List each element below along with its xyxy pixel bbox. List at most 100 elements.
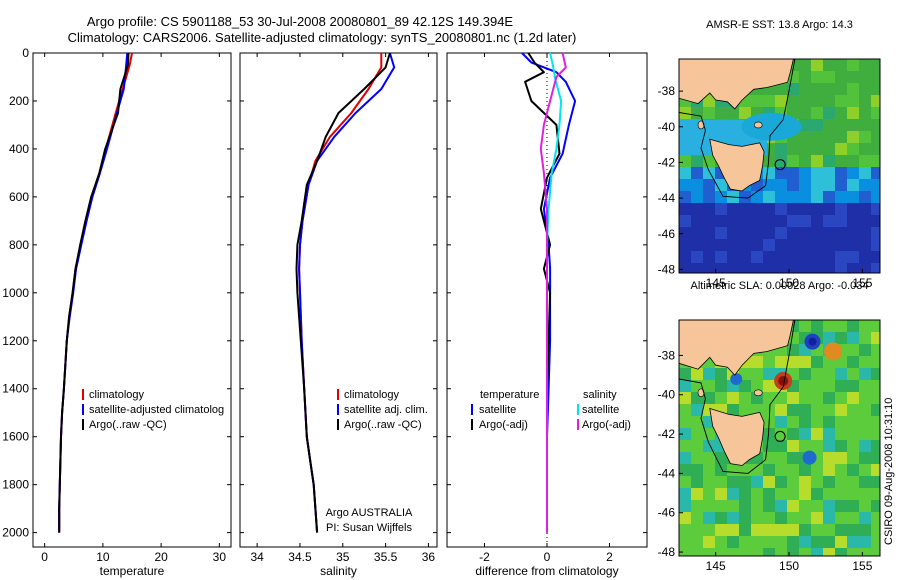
field-cell — [787, 524, 800, 537]
field-cell — [799, 191, 812, 204]
field-cell — [763, 380, 776, 393]
field-cell — [847, 524, 860, 537]
field-cell — [799, 95, 812, 108]
field-cell — [823, 332, 836, 345]
field-cell — [727, 464, 740, 477]
field-cell — [775, 428, 788, 441]
field-cell — [715, 392, 728, 405]
field-cell — [871, 155, 880, 168]
field-cell — [823, 191, 836, 204]
field-cell — [871, 440, 880, 453]
field-cell — [811, 191, 824, 204]
field-cell — [859, 548, 872, 556]
field-cell — [727, 548, 740, 556]
field-cell — [871, 251, 880, 264]
x-tick-label: -2 — [479, 550, 490, 564]
field-cell — [835, 239, 848, 252]
field-cell — [703, 227, 716, 240]
field-cell — [811, 392, 824, 405]
field-cell — [859, 332, 872, 345]
field-cell — [763, 155, 776, 168]
field-cell — [775, 440, 788, 453]
figure-title-line1: Argo profile: CS 5901188_53 30-Jul-2008 … — [87, 14, 514, 29]
field-cell — [835, 548, 848, 556]
field-cell — [691, 464, 704, 477]
field-cell — [811, 95, 824, 108]
field-cell — [775, 155, 788, 168]
field-cell — [679, 191, 692, 204]
field-cell — [763, 512, 776, 525]
field-cell — [739, 368, 752, 381]
field-cell — [859, 416, 872, 429]
field-cell — [787, 500, 800, 513]
field-cell — [691, 191, 704, 204]
field-cell — [847, 119, 860, 132]
x-tick-label: 145 — [706, 276, 726, 290]
field-cell — [823, 428, 836, 441]
field-cell — [847, 392, 860, 405]
field-cell — [847, 332, 860, 345]
field-cell — [715, 251, 728, 264]
field-cell — [799, 380, 812, 393]
x-tick-label: 34.5 — [288, 550, 312, 564]
y-tick-label: 1000 — [2, 286, 29, 300]
y-tick-label: 1200 — [2, 334, 29, 348]
field-cell — [727, 392, 740, 405]
field-cell — [763, 239, 776, 252]
field-cell — [823, 404, 836, 417]
field-cell — [751, 356, 764, 369]
field-cell — [859, 380, 872, 393]
field-cell — [871, 428, 880, 441]
field-cell — [799, 512, 812, 525]
field-cell — [703, 380, 716, 393]
field-cell — [679, 167, 692, 180]
field-cell — [823, 227, 836, 240]
field-cell — [859, 95, 872, 108]
field-cell — [751, 263, 764, 273]
legend-title: salinity — [583, 389, 617, 401]
x-tick-label: 36 — [422, 550, 436, 564]
field-cell — [691, 227, 704, 240]
field-cell — [739, 239, 752, 252]
field-cell — [775, 95, 788, 108]
field-cell — [823, 392, 836, 405]
field-cell — [871, 83, 880, 96]
field-cell — [811, 512, 824, 525]
x-tick-label: 155 — [852, 559, 872, 573]
sla-low-eddy — [730, 373, 743, 385]
field-cell — [811, 119, 824, 132]
field-cell — [847, 107, 860, 120]
field-cell — [679, 524, 692, 537]
field-cell — [823, 95, 836, 108]
field-cell — [859, 476, 872, 489]
field-cell — [799, 59, 812, 72]
field-cell — [823, 155, 836, 168]
field-cell — [775, 476, 788, 489]
y-tick-label: -40 — [658, 388, 676, 402]
y-tick-label: -38 — [658, 84, 676, 98]
field-cell — [751, 500, 764, 513]
sla-high-core — [778, 375, 789, 386]
field-cell — [847, 428, 860, 441]
field-cell — [799, 320, 812, 333]
figure-title-line2: Climatology: CARS2006. Satellite-adjuste… — [68, 30, 577, 45]
field-cell — [715, 263, 728, 273]
field-cell — [691, 524, 704, 537]
field-cell — [847, 143, 860, 156]
field-cell — [871, 356, 880, 369]
field-cell — [835, 512, 848, 525]
field-cell — [799, 119, 812, 132]
field-cell — [835, 392, 848, 405]
field-cell — [739, 227, 752, 240]
field-cell — [739, 524, 752, 537]
field-cell — [727, 500, 740, 513]
field-cell — [751, 95, 764, 108]
field-cell — [835, 536, 848, 549]
field-cell — [727, 215, 740, 228]
field-cell — [859, 356, 872, 369]
field-cell — [835, 320, 848, 333]
field-cell — [811, 59, 824, 72]
series-line — [295, 52, 391, 533]
field-cell — [859, 536, 872, 549]
y-tick-label: -40 — [658, 120, 676, 134]
